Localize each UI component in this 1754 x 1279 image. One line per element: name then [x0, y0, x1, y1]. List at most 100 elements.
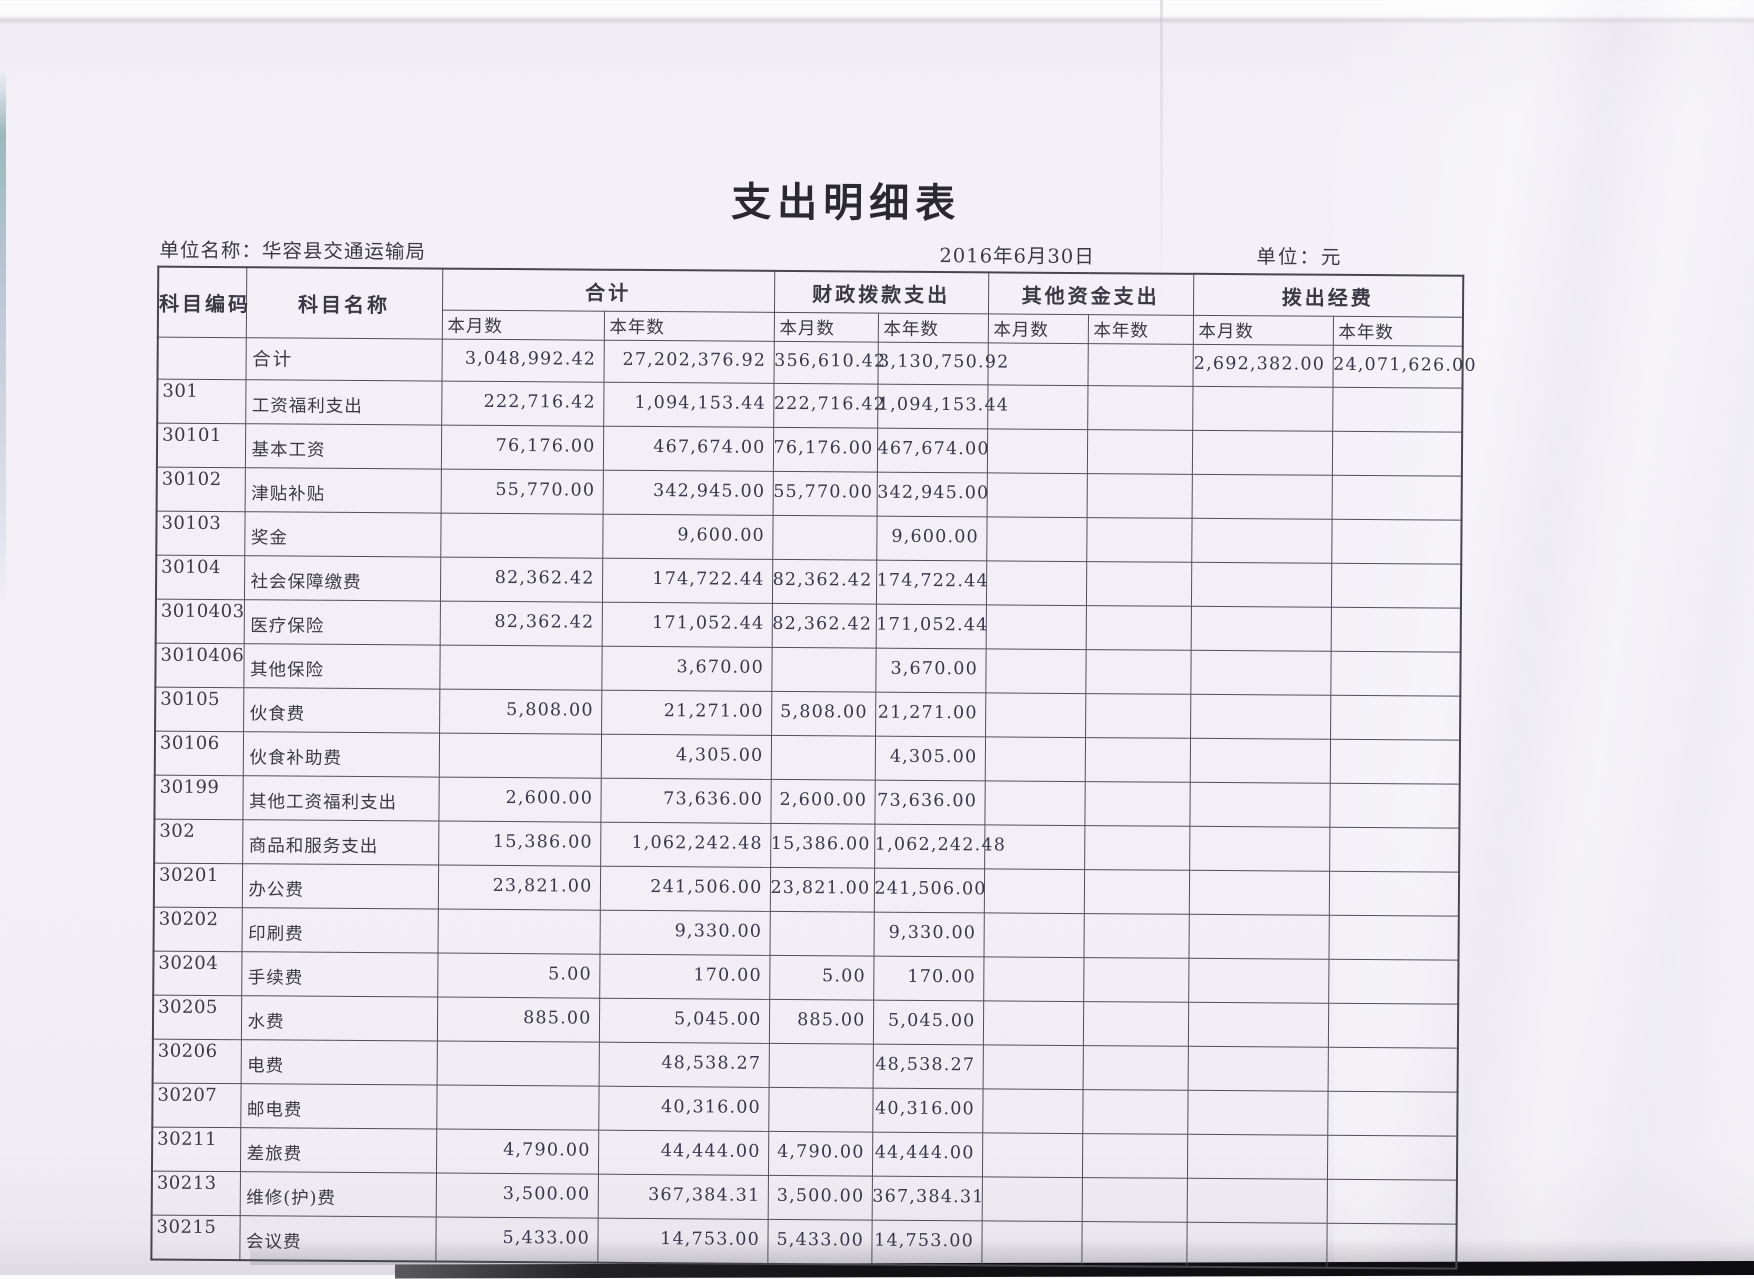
value-cell	[1085, 605, 1191, 651]
value-cell	[1082, 1045, 1188, 1091]
value-cell	[1186, 1178, 1327, 1224]
value-cell: 5,808.00	[439, 689, 602, 735]
subject-code-cell: 3010403	[155, 599, 245, 644]
value-cell: 1,062,242.48	[874, 824, 1006, 869]
value-cell: 2,600.00	[438, 777, 601, 823]
subject-name-cell: 会议费	[239, 1215, 436, 1262]
value-cell	[1086, 517, 1192, 563]
value-cell	[1087, 385, 1193, 431]
value-cell: 4,305.00	[874, 736, 986, 781]
value-cell	[1328, 959, 1459, 1005]
value-cell	[984, 780, 1085, 826]
subject-code-cell: 30202	[153, 907, 242, 952]
value-cell	[1330, 607, 1461, 653]
value-cell	[1332, 387, 1463, 433]
value-cell	[440, 513, 603, 559]
value-cell	[982, 1000, 1084, 1046]
subject-name-cell: 伙食费	[243, 687, 440, 734]
value-cell: 14,753.00	[871, 1220, 982, 1266]
value-cell	[986, 428, 1088, 474]
value-cell	[1083, 869, 1190, 915]
value-cell	[1326, 1135, 1458, 1181]
subject-code-cell: 30206	[152, 1039, 241, 1084]
value-cell	[1186, 1134, 1328, 1180]
value-cell	[1331, 519, 1462, 565]
subject-code-cell: 30213	[151, 1171, 240, 1216]
value-cell	[1331, 475, 1462, 521]
value-cell	[1189, 826, 1330, 872]
value-cell	[985, 692, 1086, 738]
subject-name-cell: 差旅费	[239, 1127, 437, 1174]
value-cell	[985, 648, 1086, 694]
value-cell	[772, 515, 877, 561]
value-cell: 222,716.42	[441, 381, 604, 427]
value-cell: 356,610.42	[773, 341, 886, 385]
value-cell	[983, 868, 1085, 914]
group-header-fiscal-appropriation: 财政拨款支出	[773, 270, 989, 314]
value-cell	[1081, 1221, 1187, 1267]
value-cell: 3,500.00	[435, 1173, 598, 1219]
subject-code-cell: 30211	[151, 1127, 241, 1172]
value-cell	[1327, 1091, 1458, 1137]
value-cell: 23,821.00	[437, 865, 601, 911]
value-cell: 5,808.00	[771, 691, 876, 737]
value-cell: 467,674.00	[876, 428, 990, 473]
subject-name-cell: 电费	[240, 1039, 437, 1086]
subject-code-cell: 30207	[152, 1083, 241, 1128]
value-cell	[1081, 1133, 1188, 1179]
value-cell: 27,202,376.92	[603, 340, 774, 384]
value-cell	[768, 1043, 873, 1089]
subject-name-cell: 合计	[245, 337, 442, 382]
sub-header-month: 本月数	[987, 313, 1088, 344]
value-cell	[439, 645, 602, 691]
sub-header-year: 本年数	[877, 313, 988, 343]
value-cell	[1330, 651, 1461, 697]
value-cell: 5.00	[437, 953, 600, 999]
value-cell: 23,821.00	[769, 867, 875, 913]
sub-header-month: 本月数	[441, 310, 604, 341]
group-header-total: 合计	[441, 268, 775, 313]
subject-code-cell: 302	[154, 819, 243, 864]
value-cell	[768, 1087, 873, 1133]
expenditure-table: 科目编码 科目名称 合计 财政拨款支出 其他资金支出 拨出经费 本月数 本年数 …	[150, 265, 1477, 1270]
value-cell	[1326, 1223, 1457, 1269]
subject-name-cell: 其他保险	[243, 643, 440, 690]
value-cell: 82,362.42	[439, 601, 602, 647]
scan-left-edge-artifact	[0, 70, 6, 610]
value-cell	[981, 1220, 1082, 1267]
group-header-allocated-funds: 拨出经费	[1192, 273, 1464, 318]
value-cell: 5.00	[769, 955, 874, 1001]
value-cell: 2,600.00	[770, 779, 875, 825]
value-cell	[985, 604, 1086, 650]
subject-name-cell: 津贴补贴	[244, 467, 441, 514]
value-cell: 885.00	[436, 997, 600, 1043]
value-cell	[986, 516, 1087, 562]
value-cell	[1190, 562, 1332, 608]
value-cell	[1326, 1179, 1457, 1225]
value-cell	[1188, 870, 1330, 916]
value-cell: 367,384.31	[597, 1174, 768, 1220]
value-cell	[985, 560, 1087, 606]
value-cell	[1328, 915, 1459, 961]
value-cell	[1083, 913, 1189, 959]
sub-header-year: 本年数	[1087, 314, 1193, 345]
value-cell: 342,945.00	[876, 472, 990, 517]
value-cell	[1188, 914, 1329, 960]
subject-code-cell	[157, 337, 246, 380]
value-cell	[1192, 386, 1333, 432]
subject-name-cell: 维修(护)费	[239, 1171, 436, 1218]
value-cell	[1190, 606, 1331, 652]
unit-name-label: 单位名称：华容县交通运输局	[159, 238, 427, 264]
value-cell	[438, 733, 602, 779]
value-cell: 40,316.00	[598, 1086, 769, 1132]
sub-header-month: 本月数	[1192, 315, 1333, 346]
value-cell	[1191, 474, 1332, 520]
subject-name-cell: 医疗保险	[243, 599, 440, 646]
subject-name-cell: 手续费	[241, 951, 438, 998]
value-cell: 5,433.00	[767, 1219, 872, 1265]
value-cell	[984, 736, 1086, 782]
value-cell: 241,506.00	[873, 868, 987, 913]
value-cell: 5,045.00	[598, 998, 770, 1044]
subject-name-cell: 基本工资	[244, 423, 442, 470]
currency-unit-label: 单位：元	[1256, 245, 1343, 269]
